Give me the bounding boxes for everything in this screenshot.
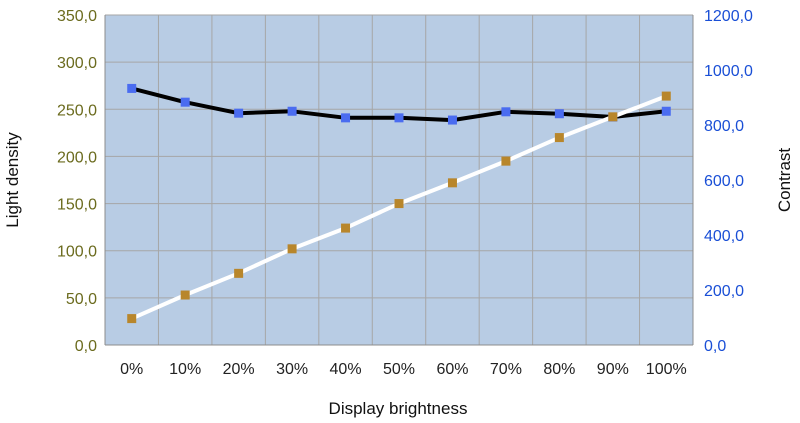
x-tick-label: 90% [597, 361, 629, 378]
x-tick-label: 10% [169, 361, 201, 378]
series-2-point [127, 314, 137, 324]
y-right-tick-label: 400,0 [704, 228, 744, 245]
grid [104, 14, 694, 346]
x-tick-label: 40% [330, 361, 362, 378]
x-tick-label: 60% [436, 361, 468, 378]
y-left-tick-label: 200,0 [57, 149, 97, 166]
y-right-tick-label: 600,0 [704, 173, 744, 190]
series-2-point [554, 133, 564, 143]
series-2-point [608, 112, 618, 122]
x-tick-label: 0% [120, 361, 143, 378]
series-1-point [180, 97, 190, 107]
y-right-tick-label: 200,0 [704, 283, 744, 300]
series-2-point [287, 244, 297, 254]
y-right-tick-label: 0,0 [704, 338, 726, 355]
series-2-point [341, 223, 351, 233]
series-1-point [341, 113, 351, 123]
series-1-point [234, 108, 244, 118]
right-axis-ticks: 0,0 200,0 400,0 600,0 800,0 1000,0 1200,0 [704, 8, 753, 355]
x-tick-label: 100% [646, 361, 687, 378]
series-1-point [287, 106, 297, 116]
y-left-tick-label: 300,0 [57, 55, 97, 72]
x-tick-label: 20% [223, 361, 255, 378]
series-1-point [447, 115, 457, 125]
series-1-point [501, 107, 511, 117]
y-left-axis-title: Light density [3, 132, 22, 228]
y-left-tick-label: 350,0 [57, 8, 97, 25]
x-tick-label: 70% [490, 361, 522, 378]
y-right-tick-label: 800,0 [704, 118, 744, 135]
plot-area [105, 15, 693, 345]
x-tick-label: 50% [383, 361, 415, 378]
y-left-tick-label: 100,0 [57, 244, 97, 261]
series-2-point [447, 178, 457, 188]
series-2-point [394, 199, 404, 209]
x-tick-label: 80% [543, 361, 575, 378]
series-2-point [180, 290, 190, 300]
series-1-point [394, 113, 404, 123]
series-group [127, 83, 671, 324]
x-tick-label: 30% [276, 361, 308, 378]
x-axis-title: Display brightness [329, 399, 468, 418]
series-1-point [127, 83, 137, 93]
series-1-point [661, 106, 671, 116]
y-right-axis-title: Contrast [775, 148, 794, 213]
y-left-tick-label: 0,0 [75, 338, 97, 355]
x-axis-ticks: 0% 10% 20% 30% 40% 50% 60% 70% 80% 90% 100% [120, 361, 687, 378]
series-2-point [234, 268, 244, 278]
y-left-tick-label: 250,0 [57, 102, 97, 119]
y-left-tick-label: 50,0 [66, 291, 97, 308]
y-right-tick-label: 1000,0 [704, 63, 753, 80]
series-1-point [554, 109, 564, 119]
series-2-point [661, 91, 671, 101]
plot-background [105, 15, 693, 345]
left-axis-ticks: 0,0 50,0 100,0 150,0 200,0 250,0 300,0 350,0 [57, 8, 97, 355]
y-left-tick-label: 150,0 [57, 197, 97, 214]
series-2-point [501, 156, 511, 166]
y-right-tick-label: 1200,0 [704, 8, 753, 25]
